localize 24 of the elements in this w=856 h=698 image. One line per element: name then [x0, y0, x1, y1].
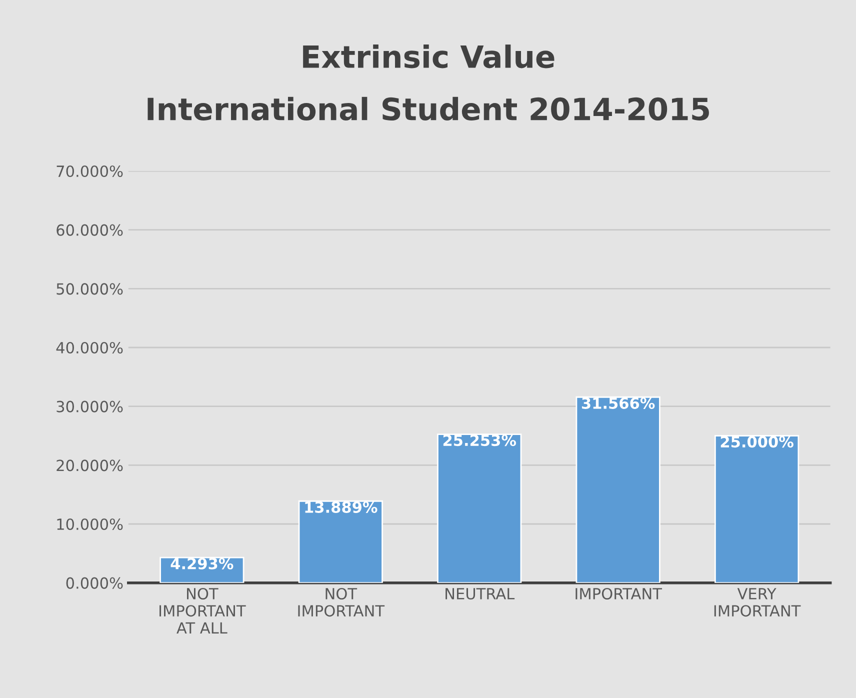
y-tick-label: 50.000%	[56, 283, 123, 295]
y-tick-label: 0.000%	[66, 577, 123, 589]
x-tick-label: VERY IMPORTANT	[714, 588, 801, 617]
bar	[576, 396, 660, 583]
data-label: 13.889%	[305, 501, 378, 513]
y-tick-label: 60.000%	[56, 224, 123, 236]
chart-title: Extrinsic Value	[303, 44, 554, 68]
y-tick-label: 30.000%	[56, 400, 123, 412]
y-tick-label: 10.000%	[57, 518, 123, 530]
data-label: 25.000%	[720, 436, 794, 448]
y-tick-label: 40.000%	[56, 342, 123, 354]
bar	[714, 435, 800, 583]
y-tick-label: 20.000%	[56, 460, 123, 472]
data-label: 31.566%	[582, 397, 655, 409]
data-label: 4.293%	[170, 558, 234, 570]
chart-subtitle: International Student 2014-2015	[148, 96, 709, 121]
bar	[437, 434, 522, 583]
x-tick-label: NOT IMPORTANT AT ALL	[160, 588, 246, 634]
bar	[298, 500, 383, 583]
data-label: 25.253%	[443, 434, 516, 446]
x-tick-label: NEUTRAL	[446, 588, 515, 600]
y-tick-label: 70.000%	[56, 165, 123, 178]
x-tick-label: NOT IMPORTANT	[298, 588, 385, 617]
x-tick-label: IMPORTANT	[576, 588, 662, 600]
